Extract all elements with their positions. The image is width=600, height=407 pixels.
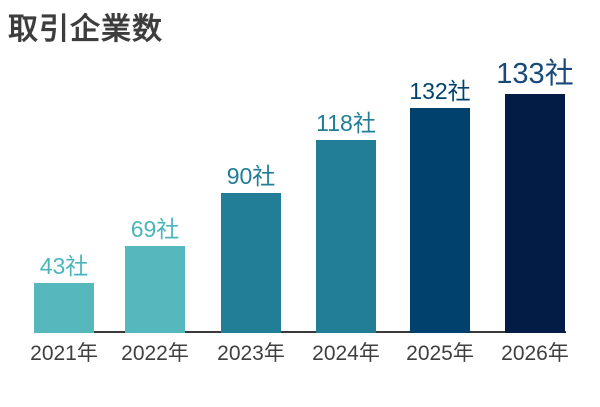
bar-value-label: 118社 <box>316 110 376 136</box>
x-tick-label: 2021年 <box>30 342 98 365</box>
x-tick-label: 2025年 <box>406 342 474 365</box>
bar <box>125 246 185 333</box>
bar <box>505 94 565 333</box>
bar-value-label: 90社 <box>226 163 276 189</box>
chart-title: 取引企業数 <box>8 13 163 46</box>
x-tick-label: 2023年 <box>217 342 285 365</box>
bar-value-label: 132社 <box>409 78 471 104</box>
bar <box>34 283 94 333</box>
x-axis-line <box>34 331 566 333</box>
x-tick-label: 2022年 <box>121 342 189 365</box>
bar <box>316 140 376 333</box>
bar <box>221 193 281 333</box>
bar <box>410 108 470 333</box>
bar-value-label: 69社 <box>130 216 180 242</box>
x-tick-label: 2026年 <box>501 342 569 365</box>
bar-value-label: 133社 <box>496 58 574 90</box>
x-tick-label: 2024年 <box>312 342 380 365</box>
bar-value-label: 43社 <box>39 253 89 279</box>
